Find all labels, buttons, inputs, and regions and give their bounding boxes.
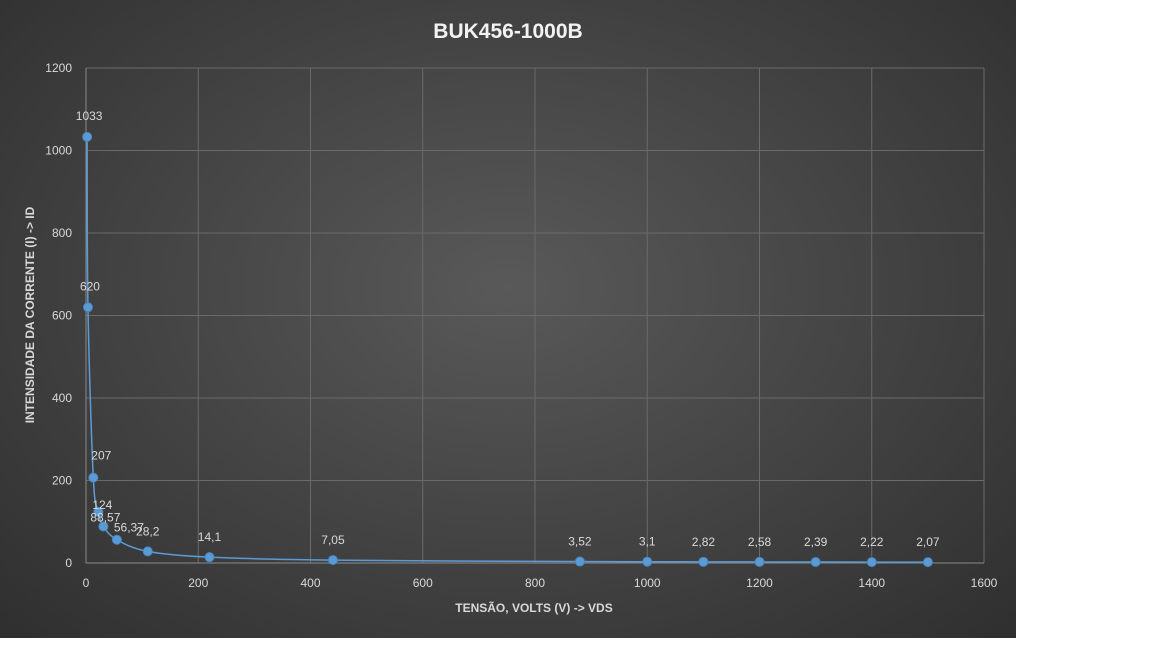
data-label: 2,07 (916, 535, 940, 549)
y-tick-label: 0 (65, 556, 72, 570)
data-point (810, 557, 821, 568)
data-label: 3,1 (639, 535, 656, 549)
data-point (82, 302, 93, 313)
data-label: 7,05 (321, 533, 345, 547)
chart-svg: 0 200 400 600 800 1000 1200 0 200 400 600 800 1000 12… (23, 20, 998, 615)
chart-title: BUK456-1000B (433, 20, 582, 43)
data-label: 1033 (76, 109, 103, 123)
data-point (88, 472, 99, 483)
y-tick-label: 1000 (45, 144, 72, 158)
x-tick-label: 800 (525, 576, 545, 590)
x-tick-label: 1200 (746, 576, 773, 590)
data-point (98, 521, 109, 532)
x-tick-label: 600 (413, 576, 433, 590)
data-label: 2,58 (748, 535, 772, 549)
data-label: 2,82 (692, 535, 716, 549)
data-label: 2,39 (804, 535, 828, 549)
data-label: 14,1 (198, 530, 222, 544)
data-point (866, 557, 877, 568)
series-line (86, 136, 928, 563)
x-tick-label: 200 (188, 576, 208, 590)
y-tick-label: 800 (52, 226, 72, 240)
data-point (754, 556, 765, 567)
x-tick-label: 1000 (634, 576, 661, 590)
y-axis-label: INTENSIDADE DA CORRENTE (I) -> ID (23, 206, 37, 423)
data-label: 207 (91, 449, 111, 463)
data-point (142, 546, 153, 557)
axis-layer: 0 200 400 600 800 1000 1200 0 200 400 600 800 1000 12… (45, 61, 997, 590)
data-point (642, 556, 653, 567)
chart-area: 0 200 400 600 800 1000 1200 0 200 400 600 800 1000 12… (0, 0, 1016, 638)
data-label: 3,52 (568, 535, 592, 549)
data-label: 56,37 (114, 521, 144, 535)
data-label: 88,57 (90, 510, 120, 524)
data-point (82, 131, 93, 142)
data-label: 620 (80, 279, 100, 293)
x-axis-label: TENSÃO, VOLTS (V) -> VDS (455, 600, 612, 615)
data-point (93, 506, 104, 517)
data-point (204, 552, 215, 563)
data-label: 28,2 (136, 524, 160, 538)
x-tick-label: 0 (83, 576, 90, 590)
grid-layer (86, 67, 985, 563)
data-point (698, 556, 709, 567)
data-point (922, 557, 933, 568)
data-label: 2,22 (860, 535, 884, 549)
x-tick-label: 1400 (858, 576, 885, 590)
data-point (111, 534, 122, 545)
data-point (327, 555, 338, 566)
series-layer (82, 131, 933, 568)
x-tick-label: 400 (300, 576, 320, 590)
y-tick-label: 600 (52, 309, 72, 323)
y-tick-label: 400 (52, 391, 72, 405)
data-point (574, 556, 585, 567)
data-label: 124 (92, 498, 112, 512)
x-tick-label: 1600 (971, 576, 998, 590)
y-tick-label: 1200 (45, 61, 72, 75)
y-tick-label: 200 (52, 474, 72, 488)
